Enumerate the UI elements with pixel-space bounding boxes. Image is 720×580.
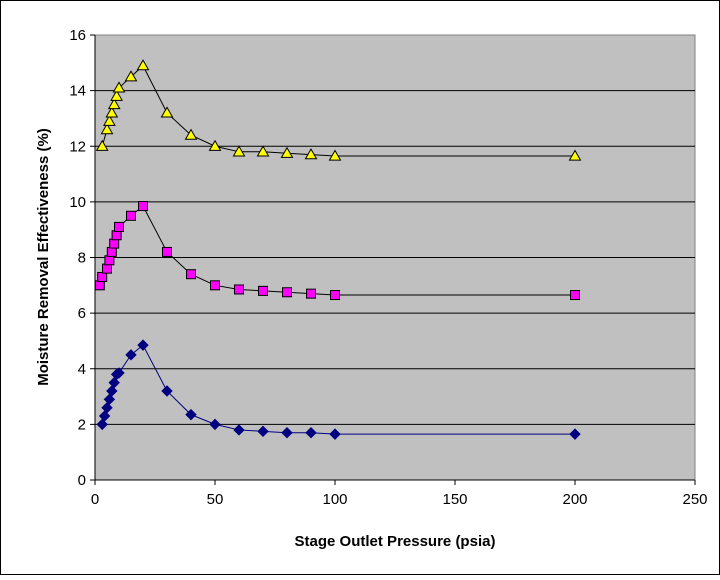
data-point-square — [282, 287, 292, 298]
data-point-square — [109, 238, 120, 249]
data-point-diamond — [161, 385, 173, 397]
data-point-diamond — [137, 339, 149, 351]
x-tick-label: 50 — [207, 491, 224, 508]
x-tick-label: 200 — [562, 491, 587, 508]
data-point-diamond — [329, 428, 341, 440]
data-point-square — [330, 290, 340, 301]
data-point-square — [97, 271, 108, 282]
data-point-square — [258, 285, 268, 296]
data-point-triangle — [110, 89, 123, 101]
data-point-diamond — [103, 393, 116, 406]
x-tick-label: 0 — [91, 491, 99, 508]
data-point-square — [306, 288, 316, 299]
gridlines — [95, 90, 695, 425]
data-point-diamond — [569, 428, 581, 440]
data-point-triangle — [256, 145, 270, 157]
data-point-triangle — [107, 98, 121, 110]
data-point-diamond — [185, 408, 197, 421]
data-point-triangle — [103, 114, 116, 126]
x-tick-label: 100 — [322, 491, 347, 508]
data-point-diamond — [125, 349, 137, 361]
data-point-square — [138, 201, 148, 212]
series-layer — [94, 59, 582, 440]
data-point-diamond — [233, 424, 245, 436]
axes: 0 2 4 6 8 10 12 14 16 0 50 100 150 200 250 — [69, 27, 707, 508]
data-point-diamond — [108, 376, 120, 389]
data-point-square — [126, 210, 136, 221]
data-point-triangle — [280, 146, 294, 158]
data-point-diamond — [96, 418, 108, 431]
data-point-square — [162, 246, 172, 257]
x-tick-label: 150 — [442, 491, 467, 508]
y-tick-label: 2 — [78, 416, 86, 433]
series-square — [94, 201, 580, 301]
y-tick-label: 6 — [78, 305, 86, 322]
y-tick-label: 14 — [69, 83, 86, 100]
data-point-triangle — [105, 106, 119, 118]
data-point-triangle — [136, 59, 150, 71]
y-tick-label: 0 — [78, 472, 86, 489]
data-point-square — [114, 221, 124, 232]
y-tick-label: 12 — [69, 138, 86, 155]
data-point-triangle — [232, 145, 246, 157]
data-point-triangle — [124, 70, 138, 82]
data-point-square — [106, 246, 117, 257]
data-point-square — [102, 263, 112, 274]
data-point-square — [111, 230, 122, 241]
data-point-square — [234, 284, 244, 295]
data-point-diamond — [281, 427, 293, 439]
data-point-triangle — [568, 149, 582, 161]
data-point-triangle — [112, 81, 126, 93]
data-point-diamond — [101, 401, 113, 414]
data-point-square — [570, 290, 580, 301]
data-point-square — [210, 280, 220, 291]
data-point-triangle — [160, 106, 174, 118]
data-point-square — [104, 255, 115, 266]
y-tick-label: 8 — [78, 250, 86, 267]
data-point-square — [94, 280, 105, 291]
y-tick-label: 4 — [78, 361, 86, 378]
data-point-triangle — [184, 128, 198, 140]
y-tick-label: 10 — [69, 194, 86, 211]
series-triangle — [95, 59, 582, 161]
data-point-diamond — [106, 385, 118, 397]
data-point-triangle — [208, 139, 222, 151]
data-point-triangle — [304, 148, 318, 160]
y-tick-label: 16 — [69, 27, 86, 44]
x-axis-title: Stage Outlet Pressure (psia) — [295, 533, 496, 550]
y-axis-title: Moisture Removal Effectiveness (%) — [35, 128, 52, 386]
data-point-diamond — [98, 410, 111, 422]
data-point-diamond — [113, 367, 125, 379]
data-point-triangle — [328, 149, 342, 161]
data-point-diamond — [257, 425, 269, 438]
data-point-diamond — [305, 427, 317, 439]
data-point-triangle — [95, 139, 109, 151]
series-diamond — [96, 339, 581, 440]
data-point-diamond — [209, 418, 221, 431]
data-point-triangle — [100, 123, 114, 135]
x-tick-label: 250 — [682, 491, 707, 508]
data-point-square — [186, 269, 196, 280]
